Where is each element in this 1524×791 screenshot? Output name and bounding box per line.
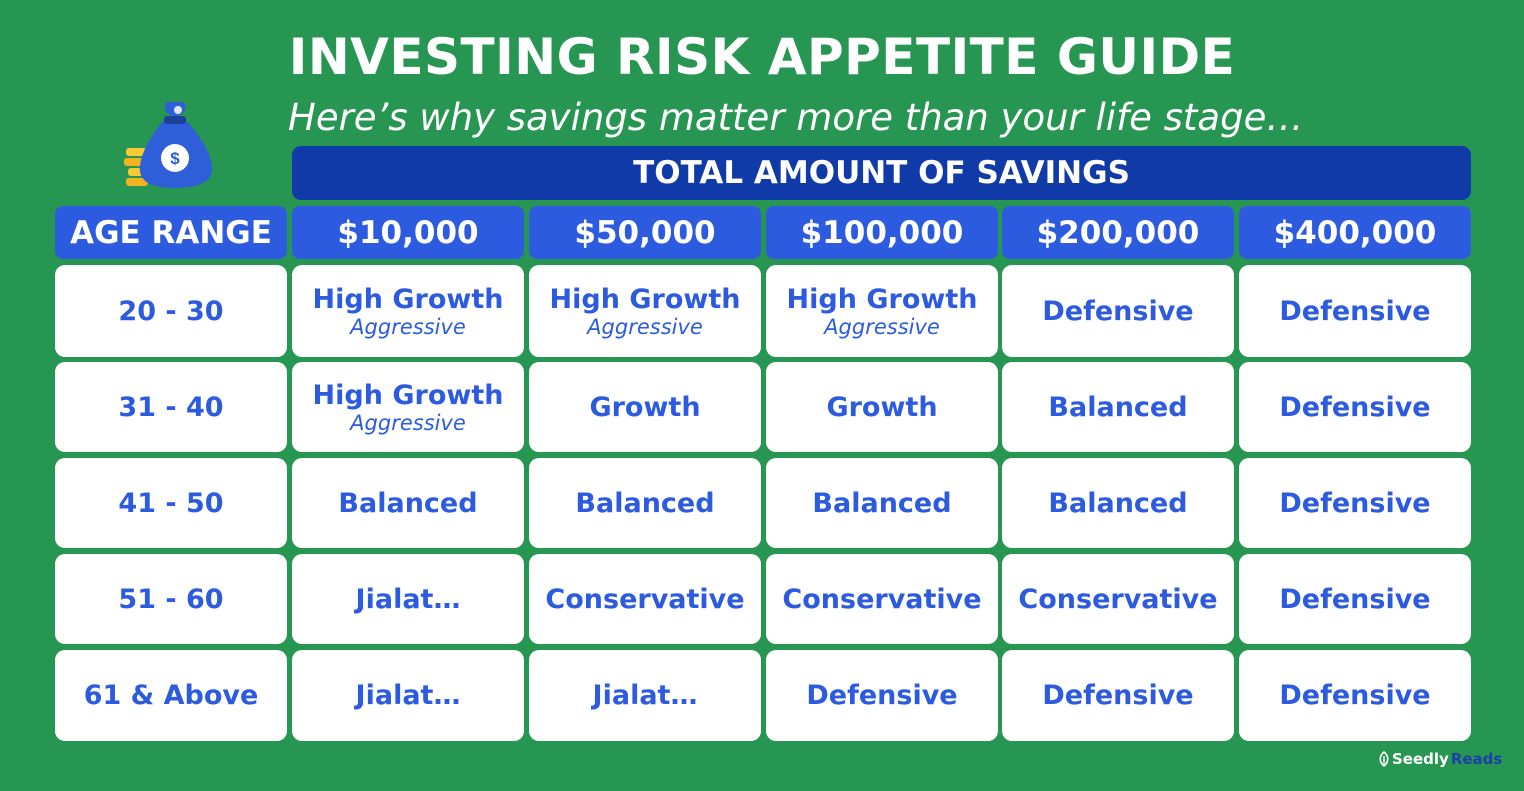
risk-label: Growth [826,391,938,423]
risk-cell: Balanced [529,458,761,548]
risk-label: Conservative [1018,583,1218,615]
risk-label: Balanced [1048,487,1188,519]
brand-name-reads: Reads [1450,750,1503,768]
risk-cell: Defensive [1239,650,1471,741]
risk-label: Balanced [1048,391,1188,423]
risk-label: High Growth [549,283,741,315]
page-title: INVESTING RISK APPETITE GUIDE [288,28,1236,86]
age-label: 31 - 40 [118,391,224,423]
risk-cell: High Growth Aggressive [292,265,524,357]
risk-sublabel: Aggressive [587,314,703,339]
risk-cell: Growth [766,362,998,452]
age-label: 20 - 30 [118,295,224,327]
risk-cell: Conservative [766,554,998,644]
risk-label: Conservative [782,583,982,615]
risk-label: Defensive [1279,487,1431,519]
risk-label: Defensive [1279,295,1431,327]
risk-label: Balanced [575,487,715,519]
age-label: 41 - 50 [118,487,224,519]
age-cell: 31 - 40 [55,362,287,452]
age-cell: 61 & Above [55,650,287,741]
risk-label: Conservative [545,583,745,615]
risk-cell: Defensive [1002,650,1234,741]
column-header-200000: $200,000 [1002,206,1234,259]
risk-cell: Defensive [1002,265,1234,357]
risk-cell: Jialat… [292,554,524,644]
page-subtitle: Here’s why savings matter more than your… [288,96,1304,139]
risk-cell: Defensive [1239,265,1471,357]
risk-label: Defensive [1279,391,1431,423]
risk-sublabel: Aggressive [350,314,466,339]
risk-cell: High Growth Aggressive [766,265,998,357]
svg-text:$: $ [170,149,180,168]
risk-label: Jialat… [592,680,698,711]
risk-cell: Defensive [1239,362,1471,452]
risk-cell: Defensive [1239,458,1471,548]
risk-label: High Growth [312,379,504,411]
age-cell: 41 - 50 [55,458,287,548]
risk-label: Balanced [812,487,952,519]
risk-cell: Growth [529,362,761,452]
risk-label: Jialat… [355,583,461,615]
column-header-400000: $400,000 [1239,206,1471,259]
risk-cell: High Growth Aggressive [529,265,761,357]
brand-logo: Seedly Reads [1378,750,1502,768]
risk-cell: Balanced [1002,362,1234,452]
brand-name-seedly: Seedly [1392,750,1449,768]
risk-label: Defensive [806,680,958,711]
risk-cell: Conservative [529,554,761,644]
risk-cell: Balanced [766,458,998,548]
risk-label: High Growth [786,283,978,315]
column-header-50000: $50,000 [529,206,761,259]
risk-label: Defensive [1279,583,1431,615]
money-bag-icon: $ [124,102,213,188]
risk-cell: Defensive [766,650,998,741]
risk-cell: Balanced [292,458,524,548]
age-range-header: AGE RANGE [55,206,287,259]
savings-header: TOTAL AMOUNT OF SAVINGS [292,146,1471,200]
age-label: 61 & Above [83,680,259,711]
risk-sublabel: Aggressive [350,410,466,435]
risk-label: High Growth [312,283,504,315]
seedly-leaf-icon [1379,751,1389,767]
age-label: 51 - 60 [118,583,224,615]
risk-cell: Jialat… [529,650,761,741]
age-cell: 51 - 60 [55,554,287,644]
risk-label: Growth [589,391,701,423]
age-cell: 20 - 30 [55,265,287,357]
risk-cell: Jialat… [292,650,524,741]
risk-cell: Defensive [1239,554,1471,644]
column-header-10000: $10,000 [292,206,524,259]
column-header-100000: $100,000 [766,206,998,259]
risk-label: Defensive [1042,295,1194,327]
risk-label: Jialat… [355,680,461,711]
risk-sublabel: Aggressive [824,314,940,339]
risk-cell: Balanced [1002,458,1234,548]
risk-label: Balanced [338,487,478,519]
risk-label: Defensive [1279,680,1431,711]
risk-cell: Conservative [1002,554,1234,644]
risk-label: Defensive [1042,680,1194,711]
risk-cell: High Growth Aggressive [292,362,524,452]
